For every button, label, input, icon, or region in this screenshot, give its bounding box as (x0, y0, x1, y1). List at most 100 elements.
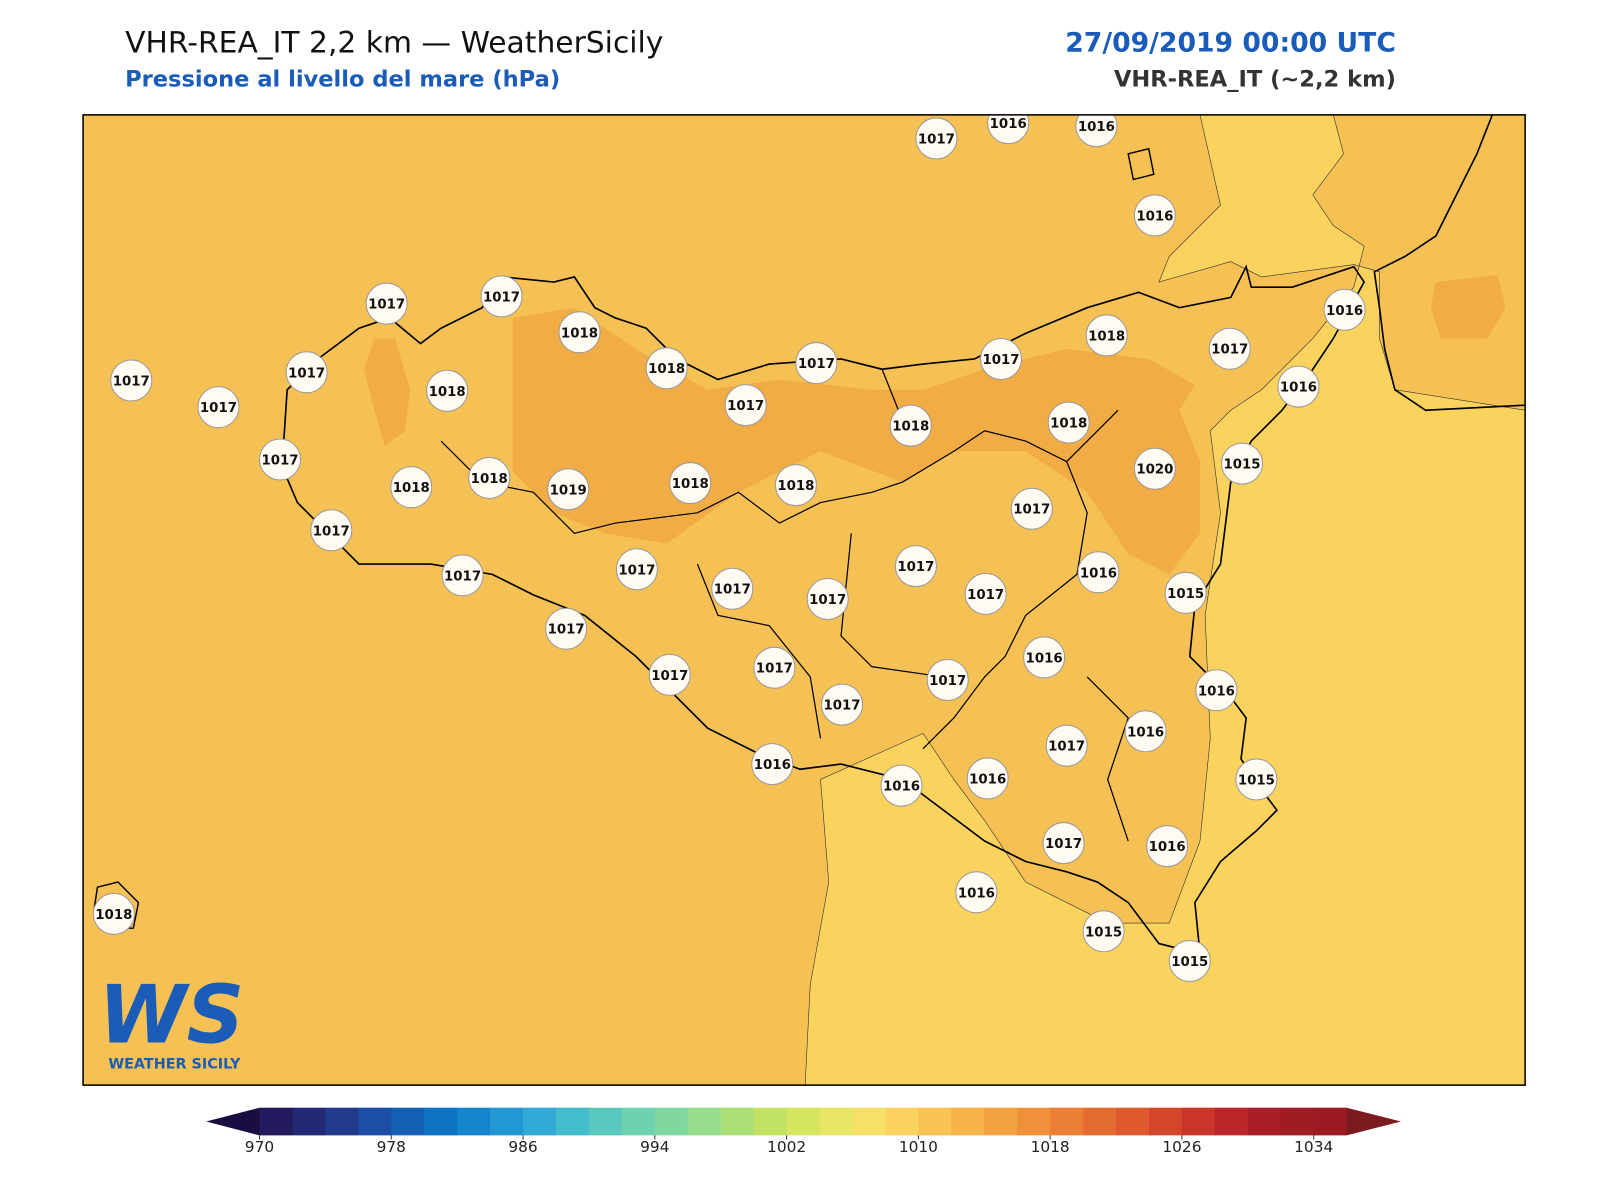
station-value: 1018 (429, 385, 466, 400)
station-value: 1015 (1223, 458, 1260, 473)
station-marker (795, 342, 838, 385)
station-value: 1017 (727, 399, 764, 414)
colorbar-bin (918, 1107, 952, 1136)
field-1014-1016 (804, 114, 1526, 1086)
colorbar-bin (621, 1107, 656, 1136)
station-marker (889, 404, 932, 447)
station-marker (110, 359, 153, 402)
map: 1017 1016 1016 1016 1017 1017 1018 1018 1017 1017… (83, 114, 1526, 1086)
station-value: 1016 (754, 758, 791, 773)
colorbar-bin (292, 1107, 326, 1136)
station-value: 1017 (809, 593, 846, 608)
model-label: VHR-REA_IT (~2,2 km) (1114, 66, 1396, 92)
station-value: 1016 (969, 772, 1006, 787)
colorbar-bin (687, 1107, 722, 1136)
station-marker (1042, 822, 1085, 865)
colorbar-tick-label: 1026 (1162, 1138, 1201, 1156)
station-marker (648, 653, 691, 696)
map-frame (82, 114, 1526, 1086)
colorbar-bin (358, 1107, 392, 1136)
colorbar-bin (852, 1107, 886, 1136)
colorbar-tick-label: 1034 (1294, 1138, 1333, 1156)
station-value: 1018 (648, 362, 685, 377)
station-value: 1018 (95, 908, 132, 923)
colorbar-bin (1148, 1107, 1183, 1136)
colorbar-bin (391, 1107, 425, 1136)
station-marker (480, 275, 523, 318)
subtitle: Pressione al livello del mare (hPa) (125, 66, 560, 92)
station-value: 1018 (471, 472, 508, 487)
station-value: 1017 (618, 563, 655, 578)
station-marker (1023, 636, 1066, 679)
station-marker (558, 311, 601, 354)
colorbar-bin (654, 1107, 689, 1136)
colorbar-tick-label: 970 (245, 1138, 274, 1156)
station-value: 1016 (1326, 304, 1363, 319)
station-marker (258, 438, 302, 481)
station-marker (774, 464, 817, 507)
station-marker (821, 683, 864, 726)
station-value: 1017 (1048, 740, 1085, 755)
colorbar-bin (1214, 1107, 1249, 1136)
station-value: 1017 (823, 699, 860, 714)
station-value: 1015 (1167, 587, 1204, 602)
station-marker (285, 351, 328, 394)
station-value: 1018 (561, 326, 598, 341)
station-marker (1277, 365, 1320, 408)
station-marker (1047, 401, 1090, 444)
colorbar-bin (984, 1107, 1018, 1136)
stations: 1017 1016 1016 1016 1017 1017 1018 1018 1017 1017… (92, 114, 1366, 983)
colorbar-bin (1083, 1107, 1117, 1136)
station-value: 1016 (1078, 120, 1115, 135)
colorbar-tick-label: 978 (377, 1138, 406, 1156)
station-marker (92, 892, 135, 935)
colorbar-bin (1247, 1107, 1282, 1136)
station-value: 1017 (1211, 343, 1248, 358)
colorbar-bin (490, 1107, 524, 1136)
colorbar-tick-label: 986 (508, 1138, 537, 1156)
station-value: 1020 (1136, 463, 1173, 478)
station-value: 1017 (1045, 837, 1082, 852)
colorbar-bin (753, 1107, 788, 1136)
title: VHR-REA_IT 2,2 km — WeatherSicily (125, 26, 663, 61)
colorbar-bin (555, 1107, 590, 1136)
station-marker (1133, 194, 1176, 237)
station-marker (894, 545, 937, 588)
datetime: 27/09/2019 00:00 UTC (1065, 28, 1396, 59)
station-marker (1077, 551, 1120, 594)
station-marker (1133, 447, 1176, 490)
station-value: 1018 (672, 477, 709, 492)
logo: WS WEATHER SICILY (98, 968, 244, 1072)
station-value: 1017 (444, 569, 481, 584)
station-value: 1016 (1080, 566, 1117, 581)
field-1018-1020 (512, 307, 1200, 575)
station-marker (468, 456, 511, 499)
station-value: 1017 (918, 132, 955, 147)
station-marker (926, 658, 969, 702)
colorbar-bin (1116, 1107, 1150, 1136)
colorbar-tick-label: 994 (640, 1138, 669, 1156)
station-value: 1016 (1198, 684, 1235, 699)
colorbar-tick-label: 1018 (1031, 1138, 1070, 1156)
station-marker (1045, 724, 1088, 767)
station-value: 1017 (200, 401, 237, 416)
station-marker (751, 743, 794, 786)
station-value: 1017 (368, 298, 405, 313)
colorbar-bin (1050, 1107, 1084, 1136)
station-value: 1017 (113, 375, 150, 390)
colorbar-tick-label: 1010 (899, 1138, 938, 1156)
station-marker (365, 282, 408, 325)
station-marker (880, 764, 923, 807)
colorbar-over (1346, 1107, 1402, 1136)
province-border (696, 369, 1129, 842)
station-marker (966, 757, 1009, 800)
station-marker (547, 468, 590, 511)
station-value: 1016 (958, 886, 995, 901)
colorbar-bin (786, 1107, 821, 1136)
colorbar: 970 978 986 994 1002 1010 1018 1026 1034 (206, 1107, 1402, 1156)
station-value: 1016 (1149, 840, 1186, 855)
station-value: 1017 (798, 357, 835, 372)
station-value: 1017 (714, 583, 751, 598)
station-marker (1124, 710, 1167, 753)
